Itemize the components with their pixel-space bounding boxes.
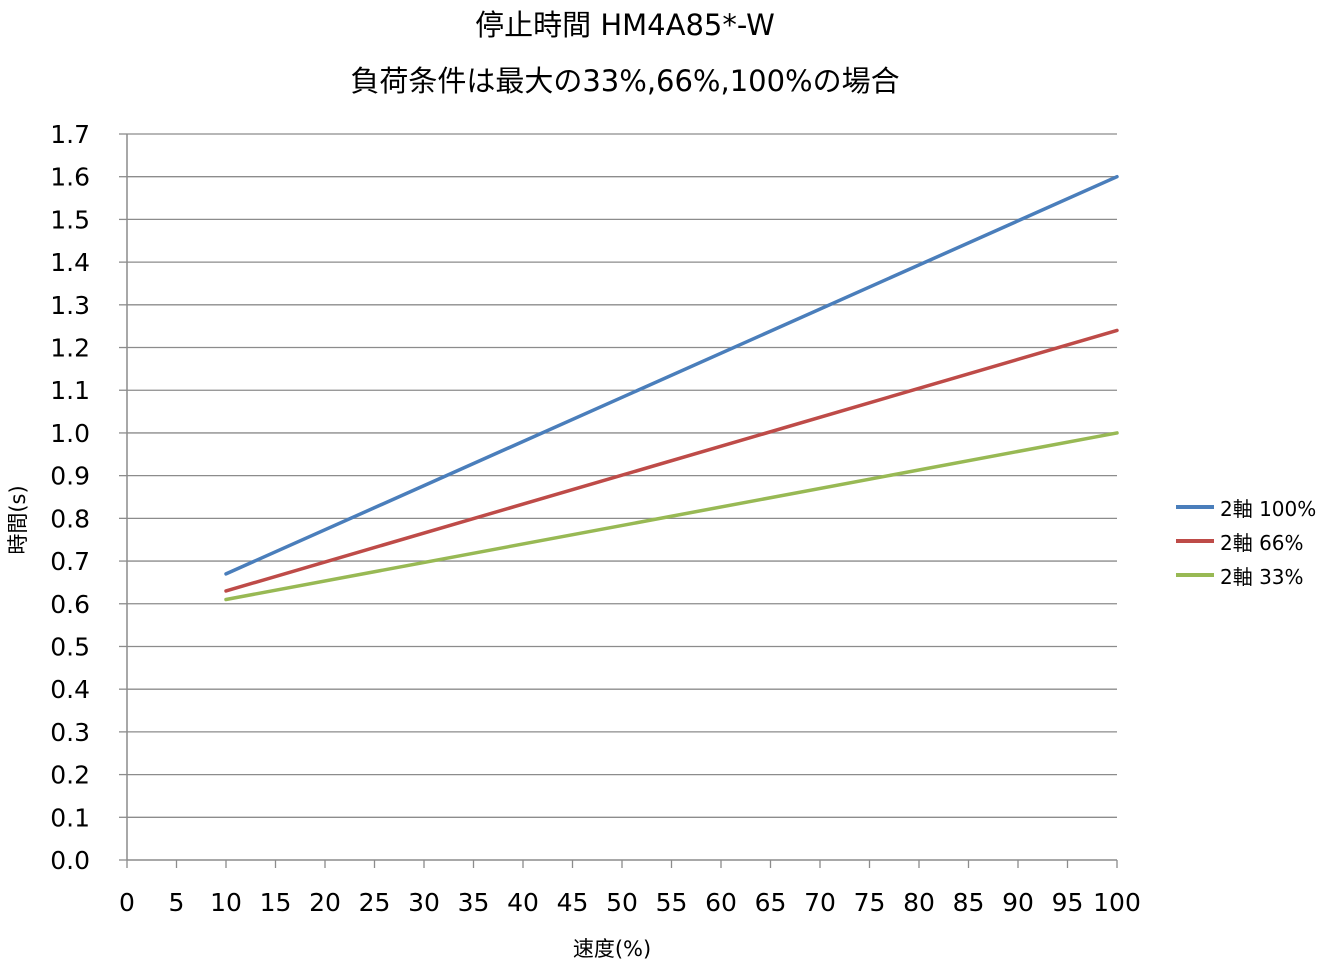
chart-subtitle: 負荷条件は最大の33%,66%,100%の場合 (350, 64, 900, 98)
legend-item: 2軸 100% (1176, 490, 1316, 524)
y-tick-label: 1.5 (50, 205, 90, 234)
gridlines (127, 133, 1117, 818)
y-tick-label: 0.0 (50, 846, 90, 875)
y-tick-label: 0.4 (50, 675, 90, 704)
series-line (224, 431, 1119, 602)
y-tick-label: 0.3 (50, 718, 90, 747)
chart-title: 停止時間 HM4A85*-W (475, 8, 775, 42)
x-tick-label: 90 (1002, 888, 1034, 917)
x-tick-label: 35 (458, 888, 490, 917)
y-tick-label: 1.2 (50, 334, 90, 363)
legend: 2軸 100% 2軸 66% 2軸 33% (1176, 490, 1316, 592)
x-tick-label: 85 (953, 888, 985, 917)
x-tick-label: 20 (309, 888, 341, 917)
y-tick-label: 0.8 (50, 504, 90, 533)
legend-item: 2軸 66% (1176, 524, 1316, 558)
x-tick-label: 50 (606, 888, 638, 917)
legend-swatch (1176, 573, 1214, 577)
axes (119, 133, 1118, 868)
x-tick-label: 10 (210, 888, 242, 917)
y-axis-label: 時間(s) (6, 485, 30, 555)
x-tick-label: 95 (1052, 888, 1084, 917)
x-tick-label: 80 (903, 888, 935, 917)
legend-label: 2軸 33% (1220, 564, 1304, 589)
legend-label: 2軸 66% (1220, 530, 1304, 555)
y-tick-label: 0.2 (50, 761, 90, 790)
series-line (224, 174, 1119, 576)
x-tick-labels: 0 5 10 15 20 25 30 35 40 45 50 55 60 65 70 75 80 85 90 95 10… (119, 888, 1141, 917)
y-tick-label: 0.1 (50, 803, 90, 832)
x-tick-label: 5 (169, 888, 185, 917)
x-tick-label: 55 (656, 888, 688, 917)
y-tick-label: 1.6 (50, 163, 90, 192)
series-lines (224, 174, 1119, 602)
x-tick-label: 25 (359, 888, 391, 917)
x-tick-label: 0 (119, 888, 135, 917)
x-tick-label: 45 (557, 888, 589, 917)
y-tick-label: 1.3 (50, 291, 90, 320)
x-tick-label: 75 (854, 888, 886, 917)
series-line (224, 328, 1119, 593)
y-tick-label: 0.9 (50, 462, 90, 491)
legend-swatch (1176, 539, 1214, 543)
x-tick-label: 70 (804, 888, 836, 917)
x-tick-label: 30 (408, 888, 440, 917)
legend-item: 2軸 33% (1176, 558, 1316, 592)
x-tick-label: 100 (1093, 888, 1141, 917)
x-axis-label: 速度(%) (572, 937, 652, 961)
legend-label: 2軸 100% (1220, 496, 1317, 521)
x-tick-label: 15 (260, 888, 292, 917)
x-tick-label: 65 (755, 888, 787, 917)
y-tick-labels: 0.0 0.1 0.2 0.3 0.4 0.5 0.6 0.7 0.8 0.9 1.0 1.1 1.2 1… (50, 120, 90, 875)
x-tick-label: 60 (705, 888, 737, 917)
y-tick-label: 1.1 (50, 376, 90, 405)
y-tick-label: 1.0 (50, 419, 90, 448)
legend-swatch (1176, 505, 1214, 509)
y-tick-label: 0.5 (50, 632, 90, 661)
y-tick-label: 1.4 (50, 248, 90, 277)
y-tick-label: 0.6 (50, 590, 90, 619)
y-tick-label: 1.7 (50, 120, 90, 149)
y-tick-label: 0.7 (50, 547, 90, 576)
x-tick-label: 40 (507, 888, 539, 917)
